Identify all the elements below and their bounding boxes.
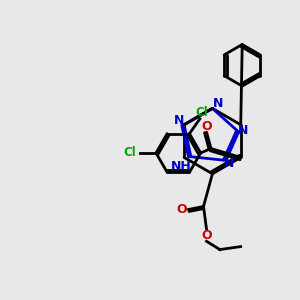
Text: Cl: Cl (196, 106, 208, 119)
Text: N: N (238, 124, 248, 137)
Text: O: O (177, 203, 188, 216)
Text: N: N (213, 98, 223, 110)
Text: O: O (201, 229, 212, 242)
Text: Cl: Cl (124, 146, 136, 160)
Text: N: N (174, 114, 184, 127)
Text: O: O (201, 120, 212, 133)
Text: N: N (224, 157, 235, 169)
Text: NH: NH (171, 160, 191, 173)
